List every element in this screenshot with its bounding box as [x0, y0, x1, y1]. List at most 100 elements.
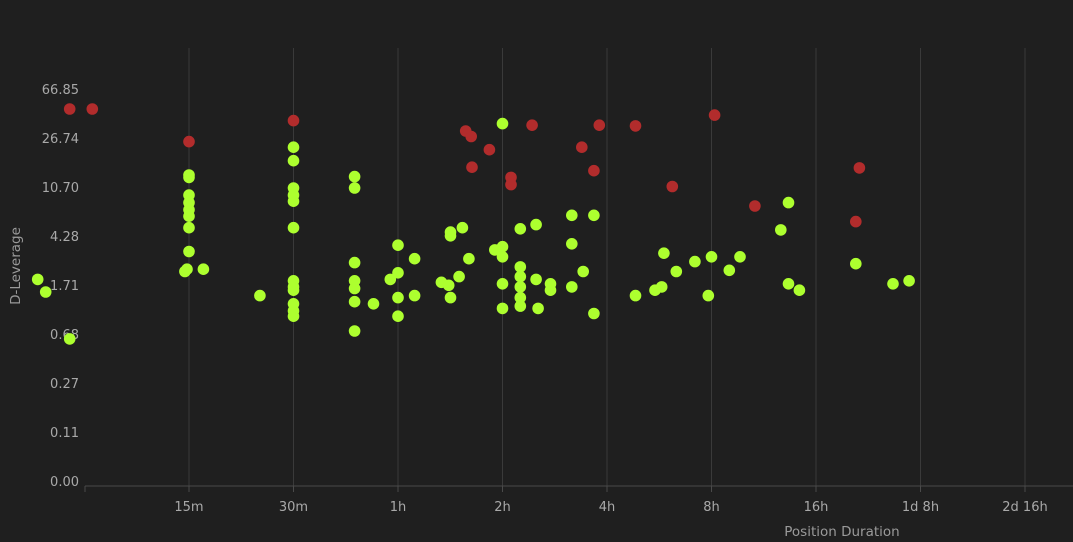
- profit-point[interactable]: [254, 290, 266, 302]
- profit-point[interactable]: [497, 278, 509, 290]
- profit-point[interactable]: [630, 290, 642, 302]
- x-tick-label: 16h: [804, 500, 829, 515]
- x-tick-label: 2h: [494, 500, 511, 515]
- loss-point[interactable]: [709, 109, 721, 121]
- loss-point[interactable]: [505, 179, 517, 191]
- profit-point[interactable]: [903, 275, 915, 287]
- loss-point[interactable]: [183, 136, 195, 148]
- profit-point[interactable]: [566, 281, 578, 293]
- loss-point[interactable]: [484, 144, 496, 156]
- profit-point[interactable]: [515, 261, 527, 273]
- profit-point[interactable]: [775, 224, 787, 236]
- profit-point[interactable]: [349, 171, 361, 183]
- loss-point[interactable]: [465, 131, 477, 143]
- profit-point[interactable]: [64, 333, 76, 345]
- profit-point[interactable]: [734, 251, 746, 263]
- profit-point[interactable]: [794, 284, 806, 296]
- profit-point[interactable]: [689, 256, 701, 268]
- profit-point[interactable]: [368, 298, 380, 310]
- loss-point[interactable]: [667, 181, 679, 193]
- profit-point[interactable]: [658, 247, 670, 259]
- profit-point[interactable]: [40, 286, 52, 298]
- profit-point[interactable]: [288, 222, 300, 234]
- profit-point[interactable]: [783, 197, 795, 209]
- profit-point[interactable]: [349, 182, 361, 194]
- profit-point[interactable]: [32, 274, 44, 286]
- profit-point[interactable]: [409, 290, 421, 302]
- profit-point[interactable]: [183, 189, 195, 201]
- data-points: [32, 103, 915, 345]
- profit-point[interactable]: [850, 258, 862, 270]
- loss-point[interactable]: [630, 120, 642, 132]
- profit-point[interactable]: [443, 280, 455, 292]
- profit-point[interactable]: [515, 223, 527, 235]
- loss-point[interactable]: [87, 103, 99, 115]
- profit-point[interactable]: [349, 257, 361, 269]
- profit-point[interactable]: [288, 298, 300, 310]
- profit-point[interactable]: [566, 210, 578, 222]
- profit-point[interactable]: [545, 278, 557, 290]
- profit-point[interactable]: [392, 267, 404, 279]
- profit-point[interactable]: [515, 292, 527, 304]
- loss-point[interactable]: [526, 119, 538, 131]
- x-tick-label: 1h: [390, 500, 407, 515]
- x-tick-label: 30m: [279, 500, 308, 515]
- profit-point[interactable]: [656, 281, 668, 293]
- profit-point[interactable]: [349, 275, 361, 287]
- profit-point[interactable]: [671, 266, 683, 278]
- y-tick-label: 1.71: [50, 279, 79, 294]
- profit-point[interactable]: [783, 278, 795, 290]
- y-tick-label: 4.28: [50, 230, 79, 245]
- loss-point[interactable]: [594, 119, 606, 131]
- profit-point[interactable]: [445, 226, 457, 238]
- profit-point[interactable]: [392, 310, 404, 322]
- profit-point[interactable]: [288, 155, 300, 167]
- profit-point[interactable]: [588, 308, 600, 320]
- x-tick-label: 4h: [599, 500, 616, 515]
- loss-point[interactable]: [576, 141, 588, 153]
- loss-point[interactable]: [588, 165, 600, 177]
- loss-point[interactable]: [854, 162, 866, 174]
- profit-point[interactable]: [349, 325, 361, 337]
- profit-point[interactable]: [463, 253, 475, 265]
- loss-point[interactable]: [850, 216, 862, 228]
- profit-point[interactable]: [497, 241, 509, 253]
- profit-point[interactable]: [288, 275, 300, 287]
- profit-point[interactable]: [445, 292, 457, 304]
- profit-point[interactable]: [706, 251, 718, 263]
- profit-point[interactable]: [532, 303, 544, 315]
- profit-point[interactable]: [198, 263, 210, 275]
- profit-point[interactable]: [588, 210, 600, 222]
- profit-point[interactable]: [497, 303, 509, 315]
- profit-point[interactable]: [183, 169, 195, 181]
- profit-point[interactable]: [887, 278, 899, 290]
- profit-point[interactable]: [497, 251, 509, 263]
- loss-point[interactable]: [64, 103, 76, 115]
- profit-point[interactable]: [724, 265, 736, 277]
- profit-point[interactable]: [392, 239, 404, 251]
- profit-point[interactable]: [453, 271, 465, 283]
- loss-point[interactable]: [288, 115, 300, 127]
- profit-point[interactable]: [497, 118, 509, 130]
- profit-point[interactable]: [409, 253, 421, 265]
- profit-point[interactable]: [349, 296, 361, 308]
- profit-point[interactable]: [181, 263, 193, 275]
- profit-point[interactable]: [703, 290, 715, 302]
- profit-point[interactable]: [530, 274, 542, 286]
- vertical-grid: [189, 48, 1025, 486]
- profit-point[interactable]: [288, 141, 300, 153]
- profit-point[interactable]: [577, 266, 589, 278]
- profit-point[interactable]: [515, 281, 527, 293]
- loss-point[interactable]: [466, 161, 478, 173]
- y-tick-label: 0.27: [50, 377, 79, 392]
- y-tick-label: 0.00: [50, 475, 79, 490]
- profit-point[interactable]: [183, 246, 195, 258]
- profit-point[interactable]: [392, 292, 404, 304]
- loss-point[interactable]: [749, 200, 761, 212]
- profit-point[interactable]: [457, 222, 469, 234]
- profit-point[interactable]: [288, 182, 300, 194]
- profit-point[interactable]: [183, 222, 195, 234]
- profit-point[interactable]: [566, 238, 578, 250]
- profit-point[interactable]: [530, 219, 542, 231]
- series-profit: [32, 118, 915, 345]
